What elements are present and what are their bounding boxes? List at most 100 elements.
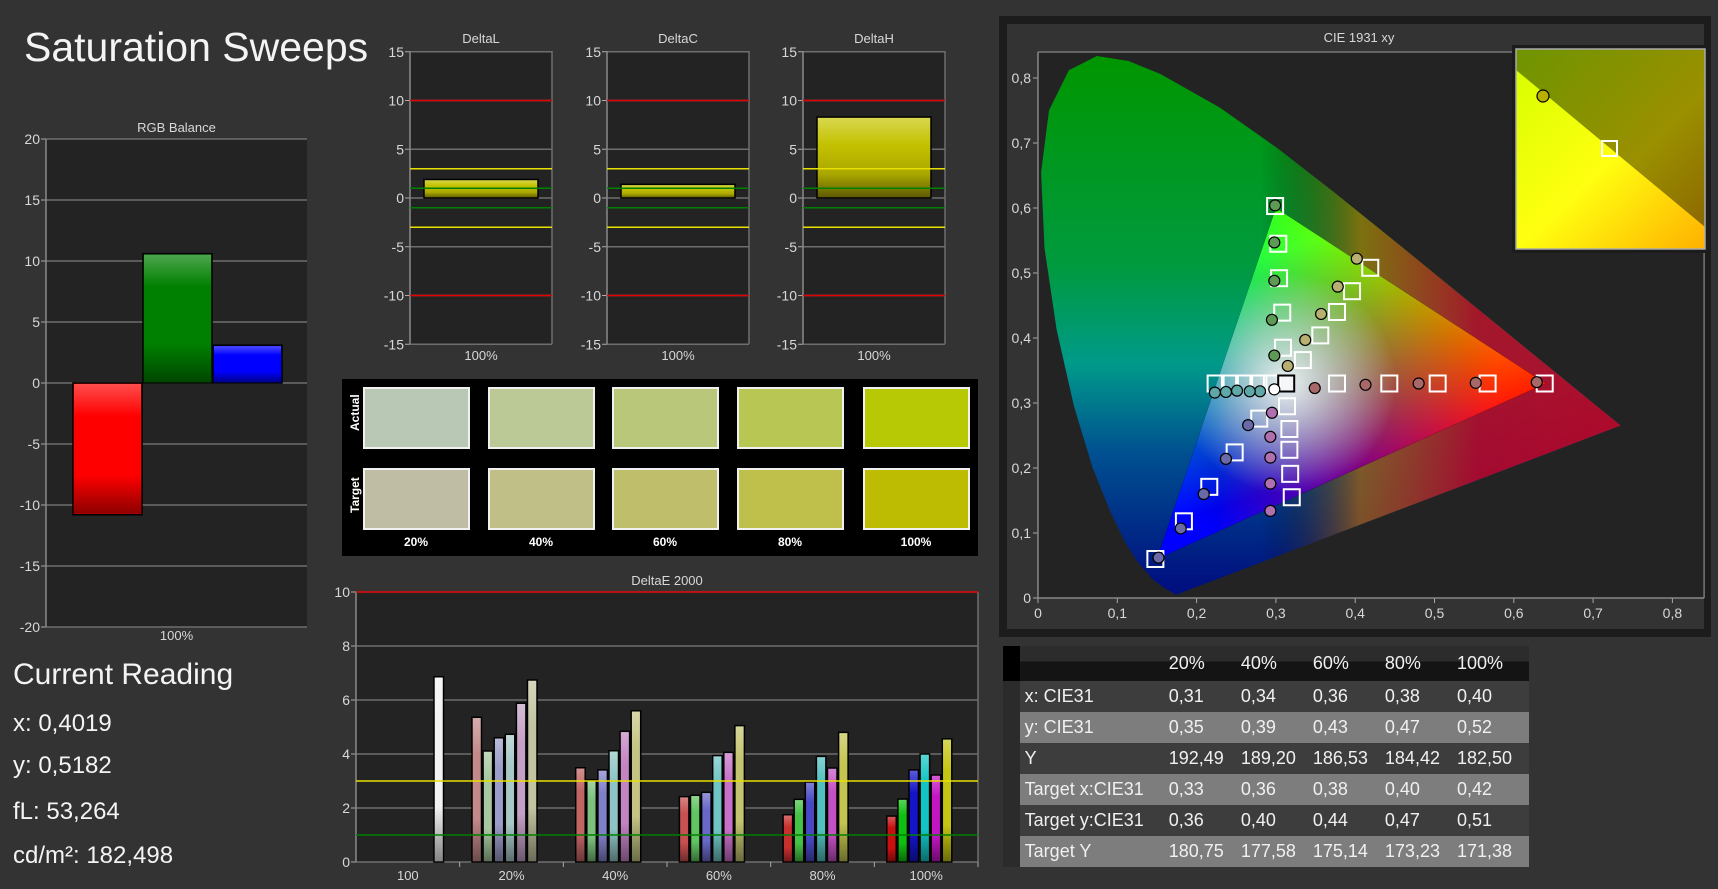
blue-target-marker: [1225, 443, 1244, 462]
bar-shade: [931, 775, 940, 862]
table-cell: 20%: [1168, 653, 1205, 673]
target-swatch: [737, 468, 844, 530]
table-row: Y 192,49 189,20 186,53 184,42 182,50: [1003, 743, 1529, 774]
table-cell: 186,53: [1312, 748, 1368, 768]
cyan-measured-point: [1253, 385, 1267, 398]
color-swatch-panel: Actual Target 20% 40% 60% 80% 100%: [342, 379, 978, 556]
y-tick-label: 0,6: [1012, 200, 1032, 216]
yellow-target-marker: [1311, 326, 1330, 345]
green-target-marker: [1266, 197, 1285, 216]
page-title: Saturation Sweeps: [24, 24, 369, 70]
bar-shade: [724, 753, 733, 862]
delta-bar-deltac: [620, 183, 736, 199]
table-row: Target x:CIE31 0,33 0,36 0,38 0,40 0,42: [1003, 774, 1529, 805]
red-target-marker: [1380, 374, 1399, 393]
y-tick-label: 0: [789, 190, 797, 206]
magenta-measured-point: [1264, 477, 1277, 490]
bar-shade: [587, 780, 596, 862]
x-tick-label: 0,7: [1583, 605, 1603, 621]
y-tick-label: 0: [593, 190, 601, 206]
row-label: Y: [1024, 748, 1037, 768]
blue-measured-point: [1174, 522, 1187, 535]
table-cell: 177,58: [1240, 841, 1296, 861]
table-header: 20% 40% 60% 80% 100%: [1003, 646, 1529, 681]
table-cell: 0,40: [1384, 779, 1420, 799]
reading-y: y: 0,5182: [13, 752, 112, 779]
bar-shade: [943, 739, 951, 862]
y-tick-label: 0,3: [1012, 395, 1032, 411]
delta-chart-title: DeltaH: [854, 31, 894, 46]
x-tick-label: 0,2: [1187, 605, 1207, 621]
red-measured-point: [1359, 378, 1372, 391]
y-tick-label: -10: [20, 497, 40, 513]
yellow-measured-point: [1350, 252, 1363, 265]
y-tick-label: -10: [384, 288, 404, 304]
inset-gamut-region: [1516, 70, 1705, 249]
x-category-label: 100%: [160, 628, 194, 643]
table-cell: 0,43: [1312, 717, 1348, 737]
bar-shade: [898, 799, 907, 862]
swatch-row-label-target: Target: [348, 477, 362, 513]
table-cell: 0,47: [1384, 810, 1420, 830]
yellow-measured-point: [1331, 280, 1344, 293]
y-tick-label: 6: [342, 692, 350, 708]
y-tick-label: 10: [24, 253, 40, 269]
green-target-marker: [1273, 303, 1292, 322]
table-cell: 0,36: [1312, 686, 1348, 706]
table-cell: 180,75: [1168, 841, 1224, 861]
blue-target-marker: [1250, 409, 1269, 428]
row-label: Target x:CIE31: [1024, 779, 1144, 799]
table-cell: 40%: [1240, 653, 1277, 673]
bar-shade: [806, 782, 814, 862]
bar-shade: [598, 770, 607, 862]
y-tick-label: -15: [581, 336, 601, 352]
target-swatch: [363, 468, 470, 530]
table-cell: 175,14: [1312, 841, 1368, 861]
white-measured-point: [1268, 383, 1281, 396]
current-reading-title: Current Reading: [13, 658, 234, 691]
y-tick-label: 15: [781, 44, 797, 60]
y-tick-label: 0,5: [1012, 265, 1032, 281]
y-tick-label: 0: [32, 375, 40, 391]
green-measured-point: [1268, 236, 1281, 249]
table-cell: 0,31: [1168, 686, 1204, 706]
green-measured-point: [1265, 313, 1279, 326]
cie-chart-title: CIE 1931 xy: [1324, 30, 1395, 45]
row-label: y: CIE31: [1024, 717, 1094, 737]
table-cell: 192,49: [1168, 748, 1224, 768]
reading-fl: fL: 53,264: [13, 798, 120, 825]
table-cell: 0,47: [1384, 717, 1420, 737]
bar-shade: [783, 815, 792, 862]
bar-shade: [794, 800, 803, 862]
actual-swatch: [863, 387, 970, 449]
table-cell: 0,39: [1240, 717, 1276, 737]
deltae-plot-area: [356, 592, 978, 862]
magenta-target-marker: [1281, 464, 1300, 483]
yellow-target-marker: [1361, 258, 1380, 277]
red-measured-point: [1412, 377, 1425, 390]
magenta-measured-point: [1264, 504, 1277, 517]
yellow-measured-point: [1315, 307, 1328, 321]
y-tick-label: -10: [777, 288, 797, 304]
yellow-measured-point: [1281, 359, 1294, 373]
x-category-label: 40%: [602, 868, 628, 883]
y-tick-label: -20: [20, 619, 40, 635]
table-cell: 184,42: [1384, 748, 1440, 768]
y-tick-label: 5: [32, 314, 40, 330]
row-strip: [1003, 712, 1020, 743]
white-point-glow: [1156, 208, 1546, 559]
y-tick-label: -5: [392, 239, 405, 255]
x-category-label: 60%: [706, 868, 732, 883]
magenta-measured-point: [1265, 406, 1279, 419]
y-tick-label: 0: [342, 854, 350, 870]
blue-measured-point: [1197, 487, 1210, 501]
x-tick-label: 0,1: [1108, 605, 1128, 621]
table-row: x: CIE31 0,31 0,34 0,36 0,38 0,40: [1003, 681, 1529, 712]
table-row: Target y:CIE31 0,36 0,40 0,44 0,47 0,51: [1003, 805, 1529, 836]
bar-shade: [631, 711, 640, 862]
target-swatch: [488, 468, 595, 530]
table-cell: 100%: [1456, 653, 1503, 673]
bar-shade: [828, 768, 837, 862]
x-tick-label: 0,4: [1345, 605, 1365, 621]
row-strip: [1003, 743, 1020, 774]
